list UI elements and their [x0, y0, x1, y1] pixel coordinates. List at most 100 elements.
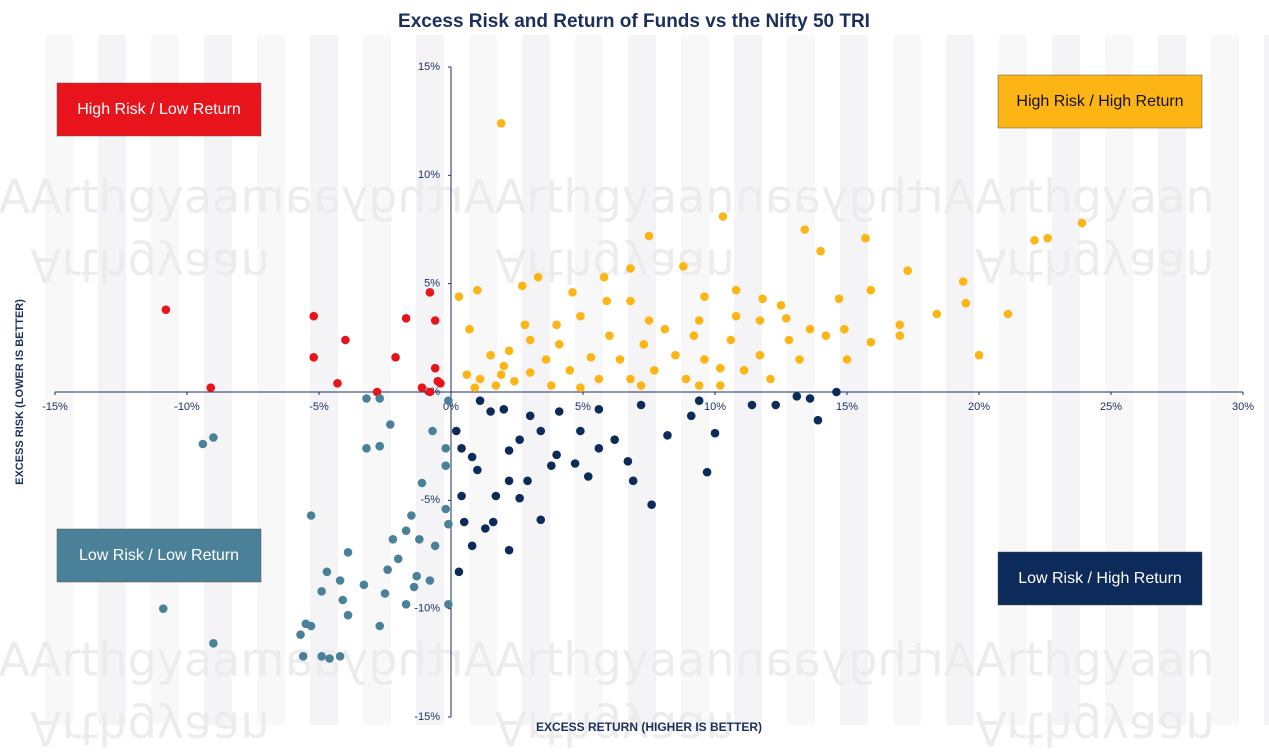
point [644, 231, 654, 241]
point [393, 554, 403, 564]
watermark-flip: Arthgyaan [30, 239, 270, 293]
point [362, 394, 371, 403]
point [385, 420, 395, 429]
point [338, 595, 348, 605]
point [499, 361, 509, 371]
point [576, 426, 585, 436]
point [375, 394, 385, 403]
point [309, 353, 319, 362]
point [515, 493, 524, 503]
point [454, 292, 464, 301]
point [525, 411, 535, 421]
point [895, 331, 905, 340]
bg-column [310, 35, 338, 725]
bg-column [999, 35, 1027, 725]
point [296, 630, 305, 639]
point [594, 405, 604, 414]
point [813, 415, 823, 425]
bg-column [1105, 35, 1133, 725]
bg-column [840, 35, 868, 725]
point [932, 309, 942, 319]
point [816, 246, 825, 256]
point [781, 314, 791, 323]
x-tick-label: 10% [704, 401, 726, 413]
x-tick-label: 5% [575, 401, 591, 413]
point [457, 491, 466, 501]
point [444, 519, 453, 529]
point [488, 517, 498, 527]
watermark: Arthgyaan [975, 170, 1215, 224]
point [552, 320, 561, 330]
watermark-mirror: Arthgyaan [255, 633, 495, 687]
legend-label: High Risk / High Return [1016, 93, 1183, 110]
watermark-flip: Arthgyaan [495, 239, 735, 293]
bg-column [893, 35, 921, 725]
point [594, 374, 604, 384]
point [586, 353, 596, 362]
point [784, 335, 794, 345]
bg-column [363, 35, 391, 725]
point [504, 476, 514, 486]
bg-column [1211, 35, 1239, 725]
watermark-mirror: Arthgyaan [255, 170, 495, 224]
point [430, 363, 440, 373]
point [647, 500, 656, 509]
point [407, 511, 416, 520]
point [626, 264, 635, 273]
point [209, 433, 218, 442]
point [805, 394, 815, 403]
point [444, 396, 453, 405]
point [747, 400, 757, 410]
x-tick-label: 20% [968, 401, 990, 413]
point [510, 376, 519, 386]
point [206, 383, 216, 392]
point [626, 296, 635, 306]
point [755, 350, 765, 360]
point [520, 320, 530, 330]
point [533, 272, 543, 282]
point [731, 285, 741, 295]
point [425, 387, 435, 397]
watermark: Arthgyaan [30, 170, 270, 224]
point [343, 548, 353, 557]
legend-label: High Risk / Low Return [77, 101, 241, 118]
point [961, 298, 971, 308]
point [694, 396, 704, 405]
point [322, 567, 332, 577]
point [636, 381, 646, 390]
point [700, 292, 709, 301]
point [504, 346, 514, 356]
y-tick-label: 15% [418, 61, 440, 73]
point [504, 545, 514, 555]
legend-label: Low Risk / Low Return [79, 547, 239, 564]
point [401, 600, 411, 609]
point [486, 350, 495, 360]
point [481, 524, 490, 533]
point [758, 294, 767, 304]
bg-column [522, 35, 550, 725]
point [570, 459, 580, 468]
point [412, 571, 421, 581]
point [536, 426, 546, 436]
point [805, 324, 815, 334]
watermark-flip: Arthgyaan [975, 239, 1215, 293]
point [158, 604, 168, 613]
watermark: Arthgyaan [975, 633, 1215, 687]
point [444, 600, 453, 609]
chart-title: Excess Risk and Return of Funds vs the N… [398, 11, 870, 32]
point [565, 366, 575, 375]
point [343, 610, 353, 620]
point [866, 337, 876, 347]
bg-column [1264, 35, 1269, 725]
point [686, 411, 696, 421]
point [523, 476, 532, 486]
point [475, 374, 485, 384]
x-tick-label: 15% [836, 401, 858, 413]
x-tick-label: -15% [42, 401, 68, 413]
point [832, 387, 841, 397]
point [792, 392, 802, 401]
point [383, 565, 392, 574]
point [679, 262, 688, 271]
point [525, 368, 535, 377]
